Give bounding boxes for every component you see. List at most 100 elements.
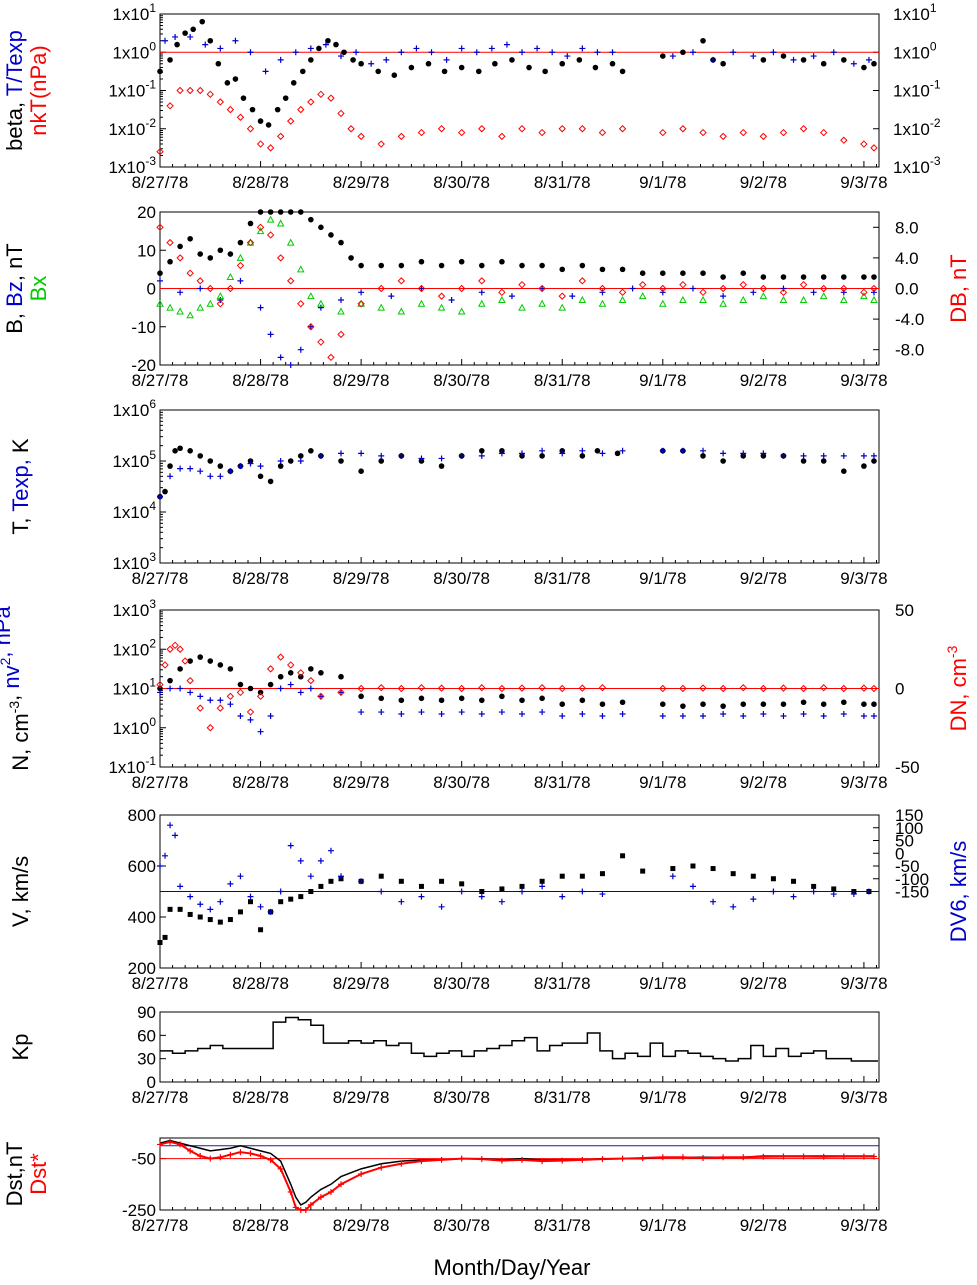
y-right-tick-label: 1x10-1 [893, 78, 941, 101]
data-point [599, 701, 606, 707]
data-point [658, 299, 667, 307]
data-point [740, 270, 747, 277]
data-point [377, 684, 385, 692]
data-point [337, 330, 345, 339]
data-point [559, 893, 566, 900]
data-point [478, 893, 485, 900]
data-point [800, 699, 807, 706]
data-point [308, 666, 314, 672]
data-point [799, 125, 808, 133]
x-tick-label: 9/3/78 [840, 1216, 887, 1235]
data-point [317, 693, 324, 700]
data-point [397, 277, 406, 285]
data-point [197, 1153, 204, 1159]
data-point [187, 911, 193, 917]
data-point [277, 458, 284, 464]
y-tick-label: -250 [122, 1201, 156, 1220]
panel-frame [159, 13, 880, 168]
data-point [526, 64, 532, 71]
y-right-tick-exponent: 1 [930, 1, 937, 15]
data-point [246, 238, 255, 247]
data-point [539, 878, 545, 884]
data-point [306, 292, 315, 300]
data-point [257, 118, 264, 124]
data-point [216, 300, 225, 308]
data-point [538, 128, 546, 137]
data-point [720, 293, 727, 300]
data-point [197, 693, 204, 700]
data-point [307, 873, 314, 880]
panel-density: 8/27/78 8/28/78 8/29/78 8/30/78 8/31/78 9/1/7… [0, 597, 971, 792]
data-point [760, 274, 767, 280]
data-point [177, 289, 184, 296]
data-point [819, 128, 828, 137]
x-tick-label: 8/30/78 [433, 173, 490, 192]
data-point [499, 693, 505, 700]
data-point [619, 711, 626, 718]
data-point [278, 899, 284, 905]
data-point [317, 692, 325, 701]
x-tick-label: 8/30/78 [433, 371, 490, 390]
data-point [267, 478, 274, 485]
y-axis-left: 20 10 0 -10 -20 [131, 203, 166, 375]
data-point [457, 284, 466, 293]
data-point [870, 144, 878, 152]
x-tick-label: 8/29/78 [333, 1088, 390, 1107]
data-point [247, 220, 254, 227]
data-point [217, 662, 224, 668]
data-point [276, 254, 285, 262]
x-tick-label: 9/2/78 [740, 371, 787, 390]
data-point [871, 458, 877, 464]
data-point [257, 463, 264, 470]
data-point [659, 684, 667, 693]
data-point [831, 886, 837, 892]
data-point [579, 873, 585, 879]
data-point [799, 295, 808, 303]
data-point [680, 49, 686, 56]
data-point [720, 458, 726, 464]
x-axis: 8/27/78 8/28/78 8/29/78 8/30/78 8/31/78 9/1/7… [132, 557, 888, 588]
y-right-tick-label: 150 [895, 806, 923, 825]
data-point [800, 57, 807, 63]
y-tick-label: 0 [147, 280, 156, 299]
data-point [177, 243, 183, 250]
data-point [287, 362, 294, 368]
data-point [177, 445, 183, 452]
data-point [157, 689, 163, 696]
data-point [820, 458, 827, 464]
y-tick-label: 0 [147, 1073, 156, 1092]
data-point [539, 447, 546, 454]
data-point [358, 450, 365, 457]
data-point [197, 251, 204, 257]
data-point [860, 140, 868, 148]
data-point [458, 258, 465, 265]
data-point [680, 703, 686, 709]
y-axis-title-part: Texp, [8, 453, 33, 512]
data-point [618, 295, 627, 303]
data-point [599, 871, 605, 877]
series-black [157, 209, 877, 280]
data-point [799, 684, 808, 693]
data-point [690, 863, 696, 869]
data-point [539, 453, 545, 459]
data-point [619, 68, 626, 75]
data-point [870, 289, 877, 296]
data-point [177, 465, 184, 472]
data-point [187, 689, 194, 696]
x-tick-label: 8/30/78 [433, 773, 490, 792]
data-point [338, 53, 345, 60]
data-point [780, 701, 787, 707]
data-point [277, 354, 284, 361]
data-point [539, 1158, 546, 1165]
data-point [811, 883, 817, 889]
data-point [659, 284, 667, 293]
y-tick-exponent: 5 [149, 448, 156, 462]
data-point [327, 1189, 334, 1195]
data-point [391, 72, 398, 78]
data-point [196, 86, 204, 95]
y-right-tick-label: 1x100 [893, 39, 937, 62]
data-point [237, 909, 243, 915]
data-point [248, 899, 254, 905]
data-point [206, 299, 215, 307]
data-point [759, 684, 768, 693]
